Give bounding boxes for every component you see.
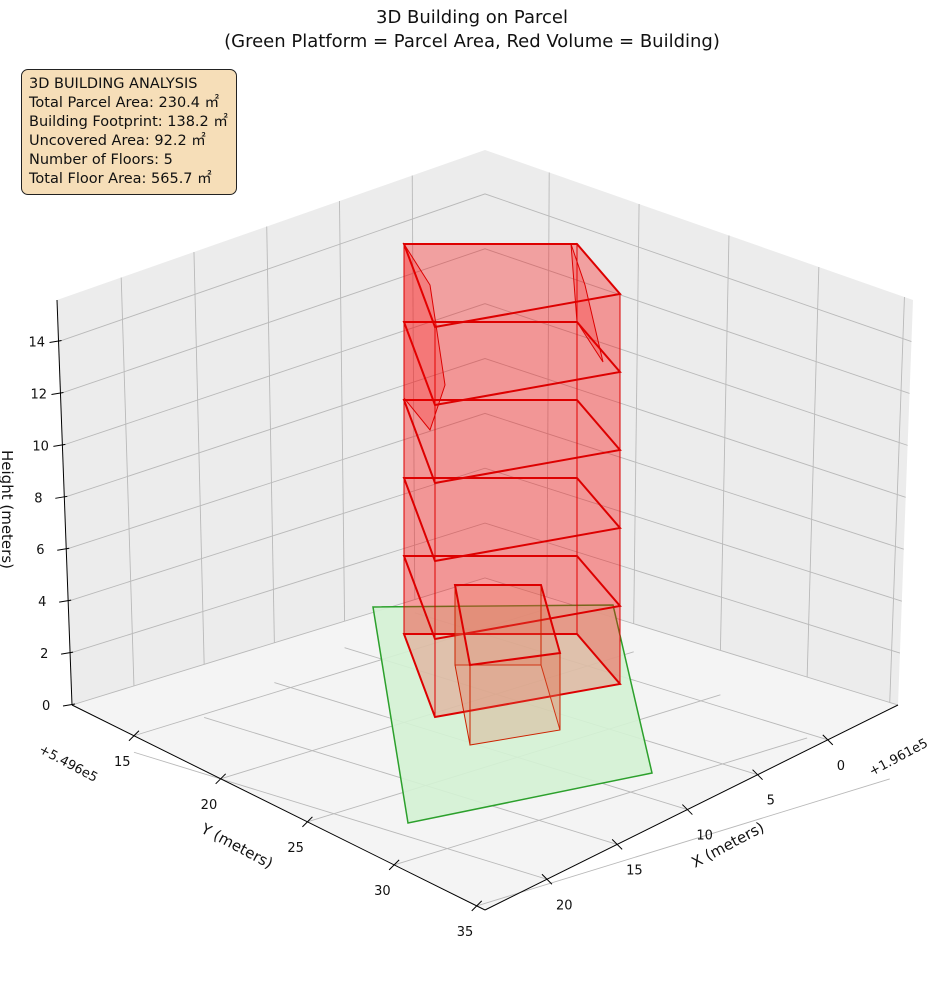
parcel-platform (372, 604, 653, 824)
z-tick-mark (53, 443, 66, 447)
grid-line (266, 226, 275, 643)
x-tick-mark (611, 839, 623, 850)
y-tick-mark (302, 816, 313, 828)
grid-line (719, 235, 730, 651)
info-line: Uncovered Area: 92.2 ㎡ (29, 133, 206, 149)
grid-line (476, 778, 890, 907)
grid-line (60, 248, 910, 394)
x-tick-mark (541, 873, 553, 885)
y-axis-label: Y (meters) (197, 819, 276, 872)
grid-line (58, 193, 912, 342)
grid-line (633, 203, 640, 624)
x-tick-label: 20 (556, 898, 573, 913)
x-axis-line (484, 704, 899, 911)
grid-line (193, 251, 205, 665)
z-tick-label: 14 (29, 336, 46, 351)
z-tick-mark (49, 340, 62, 344)
z-tick-mark (51, 391, 64, 395)
x-tick-mark (752, 769, 763, 781)
floor-outline (402, 399, 622, 485)
grid-line (69, 522, 901, 654)
left-pane (57, 150, 485, 705)
info-line: Number of Floors: 5 (29, 152, 173, 168)
z-tick-label: 0 (42, 699, 50, 714)
y-tick-label: 20 (201, 798, 218, 813)
setback-column (570, 243, 604, 363)
z-tick-mark (62, 703, 76, 707)
grid-line (133, 751, 548, 880)
z-tick-mark (59, 599, 72, 603)
grid-line (66, 412, 904, 550)
setback-column (403, 242, 446, 432)
y-tick-label: 30 (374, 884, 391, 899)
grid-line (394, 737, 808, 866)
z-tick-mark (57, 547, 70, 551)
grid-line (64, 358, 906, 498)
z-tick-label: 2 (40, 647, 48, 662)
x-offset-label: +1.961e5 (867, 736, 931, 779)
grid-line (806, 266, 820, 678)
z-tick-mark (60, 651, 74, 655)
chart-subtitle: (Green Platform = Parcel Area, Red Volum… (224, 31, 720, 52)
y-tick-mark (215, 773, 227, 785)
floor-outline (402, 243, 622, 329)
x-tick-mark (682, 804, 693, 815)
x-tick-label: 5 (767, 794, 775, 809)
x-tick-label: 10 (696, 829, 713, 844)
floor-outline (402, 477, 622, 563)
z-axis-line (56, 299, 73, 706)
info-heading: 3D BUILDING ANALYSIS (29, 76, 198, 92)
y-tick-mark (388, 859, 400, 871)
x-tick-label: 0 (837, 759, 845, 774)
grid-line (71, 577, 899, 706)
y-tick-mark (471, 900, 483, 912)
grid-line (120, 277, 135, 686)
z-tick-label: 6 (36, 543, 44, 558)
grid-line (339, 200, 346, 622)
y-axis-line (71, 704, 486, 911)
z-tick-label: 12 (30, 387, 47, 402)
annex-roof-outline (453, 584, 562, 667)
x-tick-mark (822, 734, 834, 746)
x-axis-label: X (meters) (688, 818, 767, 871)
x-tick-label: 15 (626, 863, 643, 878)
z-tick-label: 4 (38, 595, 46, 610)
info-line: Building Footprint: 138.2 ㎡ (29, 114, 228, 130)
z-tick-mark (55, 495, 68, 499)
y-offset-label: +5.496e5 (36, 742, 100, 785)
floor-outline (402, 633, 622, 719)
z-tick-label: 10 (32, 439, 49, 454)
y-tick-label: 15 (114, 755, 131, 770)
right-pane (485, 150, 913, 705)
grid-line (62, 303, 908, 446)
grid-line (68, 467, 902, 602)
y-tick-mark (128, 730, 140, 742)
floor-outline (402, 555, 622, 641)
z-axis-label: Height (meters) (0, 450, 16, 569)
info-line: Total Parcel Area: 230.4 ㎡ (29, 95, 220, 111)
analysis-info-box: 3D BUILDING ANALYSIS Total Parcel Area: … (21, 69, 237, 195)
grid-line (411, 175, 416, 600)
y-tick-label: 35 (457, 925, 474, 940)
floor-outline (402, 321, 622, 407)
z-tick-label: 8 (34, 491, 42, 506)
annex-wall-face (469, 652, 561, 746)
info-line: Total Floor Area: 565.7 ㎡ (29, 171, 212, 187)
y-tick-label: 25 (287, 841, 304, 856)
chart-title: 3D Building on Parcel (376, 7, 568, 28)
grid-line (889, 296, 905, 703)
